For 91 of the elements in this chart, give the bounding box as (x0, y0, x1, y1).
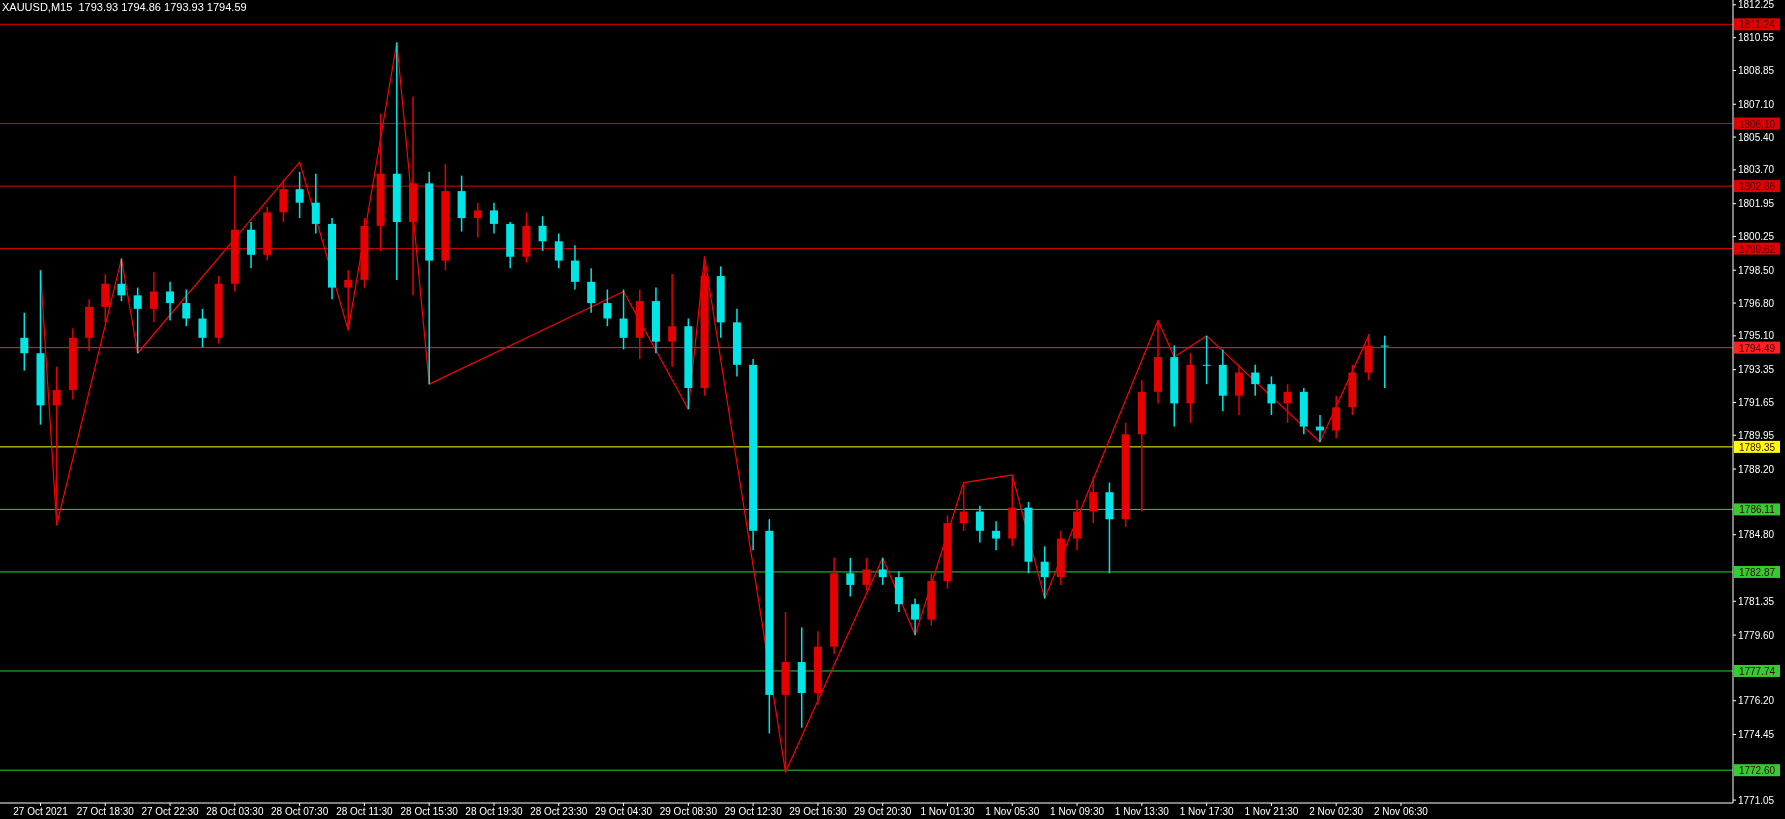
x-tick-label: 1 Nov 09:30 (1050, 806, 1105, 818)
y-tick-label: 1788.20 (1738, 463, 1775, 475)
candlestick (1040, 545, 1049, 600)
x-tick-label: 1 Nov 13:30 (1114, 806, 1170, 818)
x-tick-label: 29 Oct 20:30 (854, 806, 912, 818)
ref-line-label: 1811.24 (1739, 19, 1776, 31)
y-tick-label: 1784.80 (1738, 529, 1775, 541)
x-tick-label: 1 Nov 05:30 (985, 806, 1040, 818)
candlestick (489, 201, 498, 235)
y-tick-label: 1807.10 (1738, 98, 1775, 110)
candlestick (619, 288, 628, 351)
x-tick-label: 1 Nov 17:30 (1179, 806, 1235, 818)
ref-line-label: 1794.49 (1738, 342, 1776, 354)
candlestick (1267, 375, 1276, 416)
x-tick-label: 27 Oct 2021 (13, 806, 69, 818)
candlestick (1089, 476, 1098, 524)
y-tick-label: 1791.65 (1738, 397, 1775, 409)
x-tick-label: 28 Oct 19:30 (465, 806, 524, 818)
x-tick-label: 27 Oct 18:30 (76, 806, 135, 818)
ref-line-label: 1789.35 (1738, 441, 1776, 453)
y-tick-label: 1803.70 (1738, 164, 1775, 176)
candlestick (992, 520, 1001, 551)
candlestick (668, 273, 677, 368)
y-tick-label: 1812.25 (1738, 0, 1775, 11)
candlestick (1380, 335, 1389, 389)
y-tick-label: 1781.35 (1738, 595, 1775, 607)
candlestick (1332, 394, 1341, 439)
x-tick-label: 29 Oct 08:30 (659, 806, 718, 818)
x-tick-label: 28 Oct 23:30 (530, 806, 588, 818)
candlestick (20, 311, 29, 372)
candlestick (101, 273, 110, 324)
candlestick (295, 171, 304, 219)
candlestick (344, 269, 353, 331)
candlestick (117, 257, 126, 302)
y-tick-label: 1789.95 (1738, 429, 1775, 441)
x-tick-label: 28 Oct 03:30 (206, 806, 264, 818)
candlestick (911, 597, 920, 636)
y-tick-label: 1771.05 (1738, 794, 1775, 806)
y-tick-label: 1808.85 (1738, 65, 1775, 77)
candlestick (846, 557, 855, 598)
candlestick (1235, 364, 1244, 416)
candlestick (52, 366, 61, 526)
candlestick (570, 244, 579, 291)
ref-line-label: 1782.87 (1738, 566, 1776, 578)
y-tick-label: 1774.45 (1738, 729, 1775, 741)
ref-line-label: 1786.11 (1739, 504, 1776, 516)
y-tick-label: 1795.10 (1738, 330, 1775, 342)
x-tick-label: 29 Oct 04:30 (594, 806, 653, 818)
candlestick (149, 271, 158, 324)
x-tick-label: 1 Nov 01:30 (920, 806, 975, 818)
candlestick (975, 504, 984, 544)
candlestick (473, 201, 482, 239)
candlestick (182, 288, 191, 327)
candlestick (1202, 335, 1211, 385)
candlestick (1283, 383, 1292, 424)
y-tick-label: 1798.50 (1738, 264, 1775, 276)
candlestick (198, 308, 207, 349)
candlestick (603, 288, 612, 327)
x-tick-label: 28 Oct 15:30 (400, 806, 459, 818)
x-tick-label: 1 Nov 21:30 (1244, 806, 1299, 818)
candlestick (166, 281, 175, 322)
y-tick-label: 1796.80 (1738, 297, 1775, 309)
ref-line-label: 1802.86 (1738, 181, 1776, 193)
candlestick (1251, 364, 1260, 397)
candlestick (554, 232, 563, 270)
y-tick-label: 1793.35 (1738, 364, 1775, 376)
ref-line-label: 1806.10 (1738, 118, 1776, 130)
y-tick-label: 1800.25 (1738, 231, 1775, 243)
candlestick (133, 286, 142, 354)
x-tick-label: 28 Oct 11:30 (336, 806, 394, 818)
x-tick-label: 28 Oct 07:30 (271, 806, 329, 818)
y-tick-label: 1801.95 (1738, 198, 1775, 210)
candlestick (959, 481, 968, 532)
y-tick-label: 1805.40 (1738, 131, 1775, 143)
ref-line-label: 1772.60 (1738, 765, 1776, 777)
x-tick-label: 2 Nov 02:30 (1309, 806, 1364, 818)
ref-line-label: 1799.62 (1738, 243, 1776, 255)
ref-line-label: 1777.74 (1738, 665, 1776, 677)
y-tick-label: 1810.55 (1738, 32, 1775, 44)
x-tick-label: 29 Oct 12:30 (724, 806, 783, 818)
candlestick (862, 557, 871, 592)
x-tick-label: 2 Nov 06:30 (1374, 806, 1429, 818)
chart-title: XAUUSD,M15 1793.93 1794.86 1793.93 1794.59 (2, 1, 247, 13)
candlestick (538, 215, 547, 252)
x-tick-label: 29 Oct 16:30 (789, 806, 847, 818)
candlestick (311, 172, 320, 235)
x-tick-label: 27 Oct 22:30 (141, 806, 200, 818)
candlestick (587, 267, 596, 314)
y-tick-label: 1776.20 (1738, 695, 1775, 707)
candlestick (878, 557, 887, 586)
y-tick-label: 1779.60 (1738, 629, 1775, 641)
